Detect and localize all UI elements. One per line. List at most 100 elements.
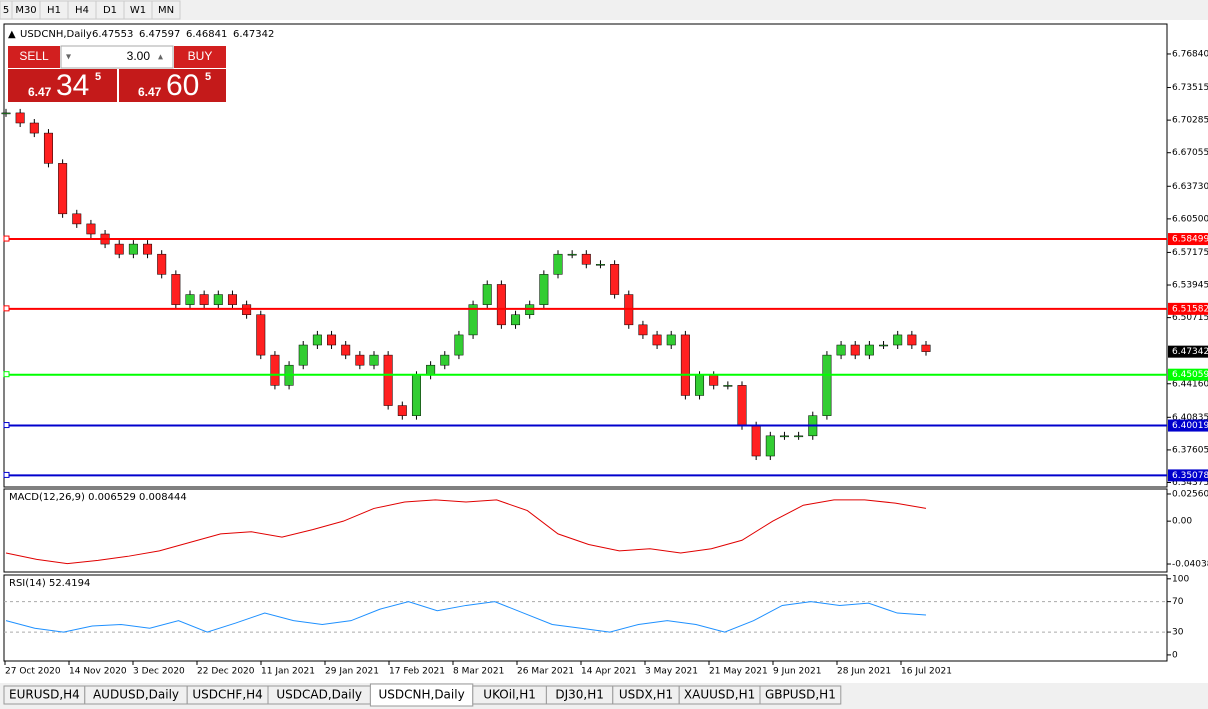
x-tick-label: 14 Nov 2020: [69, 667, 127, 677]
candle-body: [86, 223, 96, 235]
candle-body: [327, 334, 337, 346]
trade-panel: SELL ▾ 3.00 ▴ BUY 6.47 34 5 6.47 60 5: [8, 45, 226, 102]
symbol: USDCNH,Daily: [20, 29, 92, 40]
level-tag: [1168, 233, 1208, 246]
candle-body: [737, 385, 747, 426]
candle-body: [468, 304, 478, 336]
tab-label: XAUUSD,H1: [684, 688, 755, 702]
y-tick-label: 6.34375: [1172, 478, 1208, 488]
macd-panel: [3, 488, 1168, 573]
candle-body: [440, 354, 450, 366]
candle-body: [794, 435, 804, 438]
timeframe-label: H4: [75, 5, 89, 16]
timeframe-label: W1: [130, 5, 146, 16]
tab[interactable]: [759, 685, 842, 705]
candle-body: [341, 344, 351, 356]
candle-body: [511, 314, 521, 326]
level-label: 6.45059: [1172, 370, 1208, 380]
volume: 3.00: [127, 49, 151, 63]
x-tick-label: 28 Jun 2021: [837, 667, 891, 677]
candle-body: [652, 334, 662, 346]
tab-label: USDCAD,Daily: [276, 688, 362, 702]
timeframe-label: MN: [158, 5, 174, 16]
buy-button[interactable]: [174, 46, 226, 68]
tab-label: EURUSD,H4: [9, 688, 80, 702]
candle-body: [227, 294, 237, 305]
ask-pips: 60: [166, 69, 199, 102]
x-tick-label: 3 May 2021: [645, 667, 698, 677]
candle-body: [496, 284, 506, 326]
x-tick-label: 8 Mar 2021: [453, 667, 504, 677]
y-tick-label: 6.40835: [1172, 413, 1208, 423]
y-tick-label: -0.040380: [1172, 560, 1208, 570]
candle-body: [1, 112, 11, 115]
candle-body: [114, 243, 124, 255]
candle-body: [638, 324, 648, 336]
candle-body: [709, 375, 719, 386]
level-label: 6.40019: [1172, 421, 1208, 431]
volume-input[interactable]: [60, 45, 174, 69]
y-tick-label: 6.44160: [1172, 379, 1208, 389]
candle-body: [893, 334, 903, 346]
ohlc-value: 6.47342: [233, 29, 274, 40]
y-tick-label: 0: [1172, 650, 1178, 660]
y-tick-label: 6.63730: [1172, 182, 1208, 192]
candle-body: [355, 354, 365, 366]
candle-body: [723, 385, 733, 387]
y-tick-label: 0.00: [1172, 517, 1192, 527]
candle-body: [850, 344, 860, 356]
ask-box[interactable]: [119, 69, 226, 102]
candle-body: [369, 354, 379, 366]
rsi-panel: [3, 574, 1168, 662]
level-handle: [3, 471, 10, 478]
buy-label: BUY: [188, 49, 213, 63]
ohlc-value: 6.46841: [186, 29, 227, 40]
candle-body: [270, 354, 280, 386]
candle-body: [15, 112, 25, 124]
x-tick-label: 9 Jun 2021: [773, 667, 821, 677]
price-label: 6.47342: [1172, 347, 1208, 357]
level-tag: [1168, 368, 1208, 381]
y-tick-label: 6.73515: [1172, 83, 1208, 93]
symbol-marker: ▲: [8, 29, 16, 40]
y-tick-label: 6.53945: [1172, 281, 1208, 291]
candle-body: [43, 132, 53, 164]
vol-down[interactable]: ▾: [66, 52, 71, 63]
timeframe-label: D1: [103, 5, 117, 16]
y-tick-label: 30: [1172, 628, 1184, 638]
tab-label: USDCNH,Daily: [378, 688, 464, 702]
candle-body: [765, 435, 775, 457]
toolbar: [0, 0, 1208, 20]
candle-body: [553, 253, 563, 275]
level-label: 6.58499: [1172, 235, 1208, 245]
timeframe-label: M30: [15, 5, 36, 16]
candle-body: [836, 344, 846, 356]
level-handle: [3, 305, 10, 312]
candle-body: [751, 425, 761, 457]
candle-body: [298, 344, 308, 366]
level-tag: [1168, 419, 1208, 432]
y-tick-label: 0.025608: [1172, 489, 1208, 499]
candle-body: [411, 375, 421, 416]
main-panel: [3, 23, 1168, 488]
candle-body: [822, 354, 832, 416]
candle-body: [539, 274, 549, 305]
y-tick-label: 6.37605: [1172, 445, 1208, 455]
x-tick-label: 29 Jan 2021: [325, 667, 379, 677]
bid-box[interactable]: [8, 69, 117, 102]
x-tick-label: 11 Jan 2021: [261, 667, 315, 677]
candle-body: [256, 314, 266, 356]
sell-button[interactable]: [8, 46, 60, 68]
vol-up[interactable]: ▴: [158, 52, 163, 63]
tab-label: USDX,H1: [619, 688, 673, 702]
x-tick-label: 27 Oct 2020: [5, 667, 61, 677]
candle-body: [143, 243, 153, 255]
x-tick-label: 3 Dec 2020: [133, 667, 185, 677]
price-tag: [1168, 345, 1208, 358]
timeframe-button[interactable]: [151, 0, 181, 20]
tab-label: UKOil,H1: [483, 688, 536, 702]
tab-label: AUDUSD,Daily: [93, 688, 179, 702]
level-handle: [3, 422, 10, 429]
